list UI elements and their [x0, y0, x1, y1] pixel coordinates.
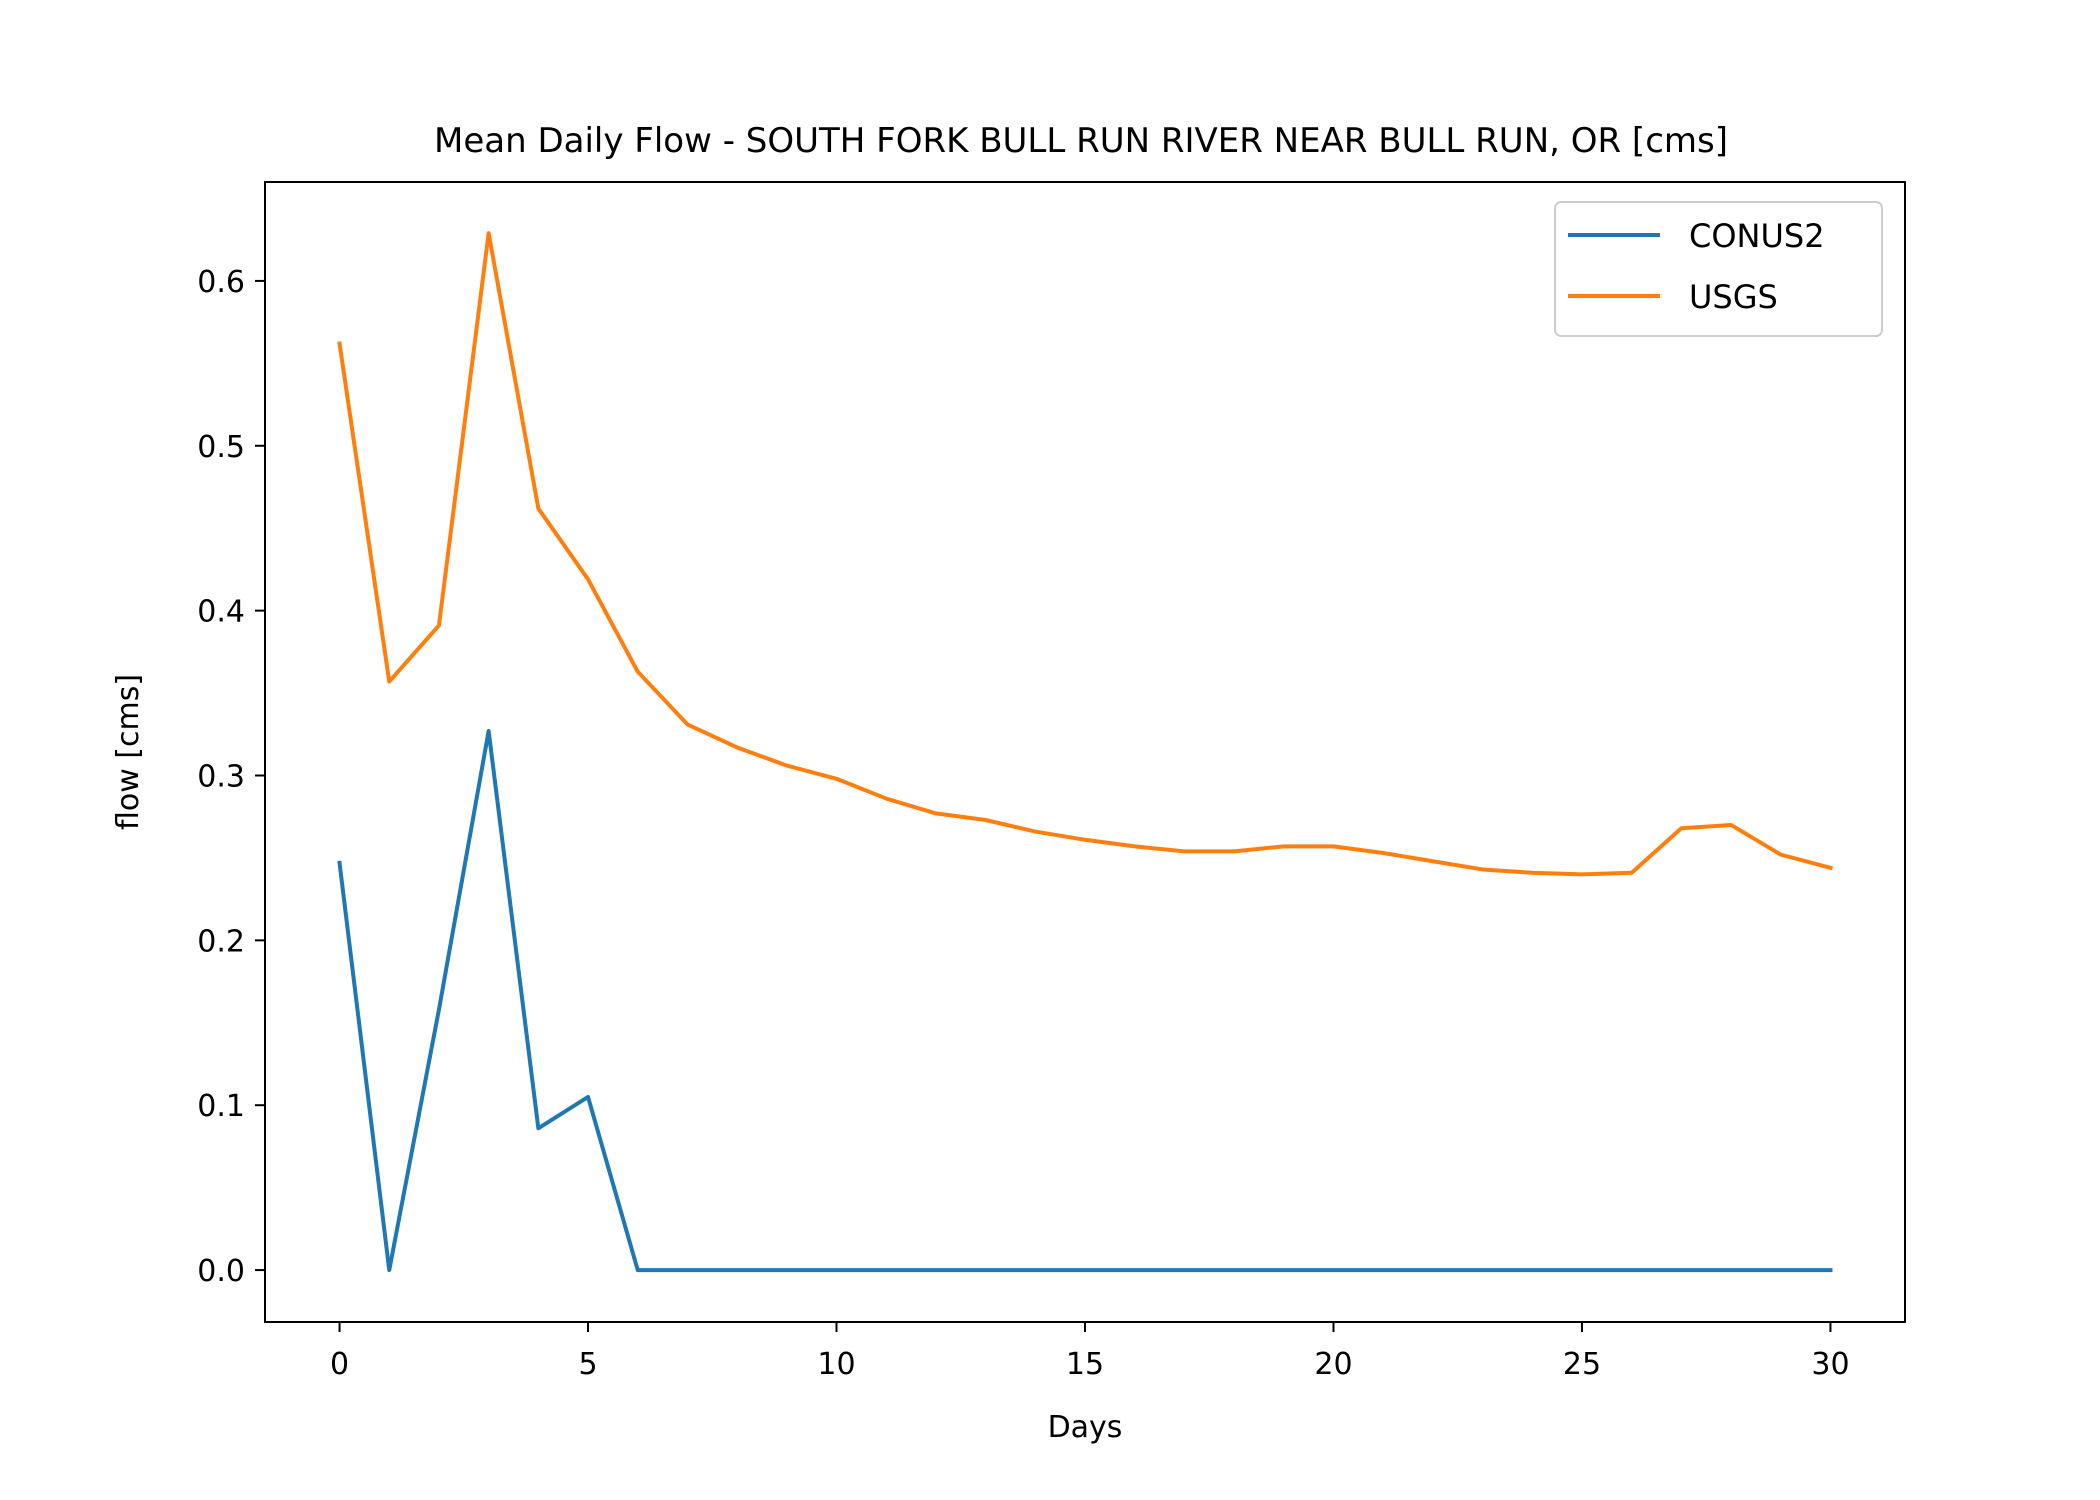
- x-tick-label: 5: [578, 1347, 597, 1382]
- plot-area: [264, 181, 1906, 1323]
- y-tick-label: 0.5: [197, 430, 245, 465]
- x-tick-label: 30: [1811, 1347, 1849, 1382]
- legend: CONUS2 USGS: [1554, 201, 1883, 337]
- x-axis-label: Days: [1048, 1410, 1123, 1445]
- chart-title: Mean Daily Flow - SOUTH FORK BULL RUN RI…: [434, 121, 1728, 161]
- legend-label-usgs: USGS: [1689, 278, 1778, 316]
- x-tick-label: 20: [1314, 1347, 1352, 1382]
- y-tick-label: 0.2: [197, 924, 245, 959]
- y-tick-label: 0.6: [197, 265, 245, 300]
- x-tick-label: 15: [1066, 1347, 1104, 1382]
- y-tick-label: 0.1: [197, 1089, 245, 1124]
- y-tick-label: 0.4: [197, 595, 245, 630]
- series-line-conus2: [337, 728, 1833, 1273]
- y-axis-label: flow [cms]: [111, 674, 146, 830]
- x-axis: 0 5 10 15 20 25 30: [330, 1322, 1850, 1382]
- series-line-usgs: [337, 231, 1833, 877]
- x-tick-label: 25: [1563, 1347, 1601, 1382]
- x-tick-label: 10: [817, 1347, 855, 1382]
- legend-label-conus2: CONUS2: [1689, 217, 1825, 255]
- y-axis: 0.0 0.1 0.2 0.3 0.4 0.5 0.6: [197, 265, 265, 1289]
- series-group: [337, 231, 1833, 1273]
- plot-background: [265, 182, 1905, 1322]
- y-tick-label: 0.3: [197, 759, 245, 794]
- x-tick-label: 0: [330, 1347, 349, 1382]
- y-tick-label: 0.0: [197, 1254, 245, 1289]
